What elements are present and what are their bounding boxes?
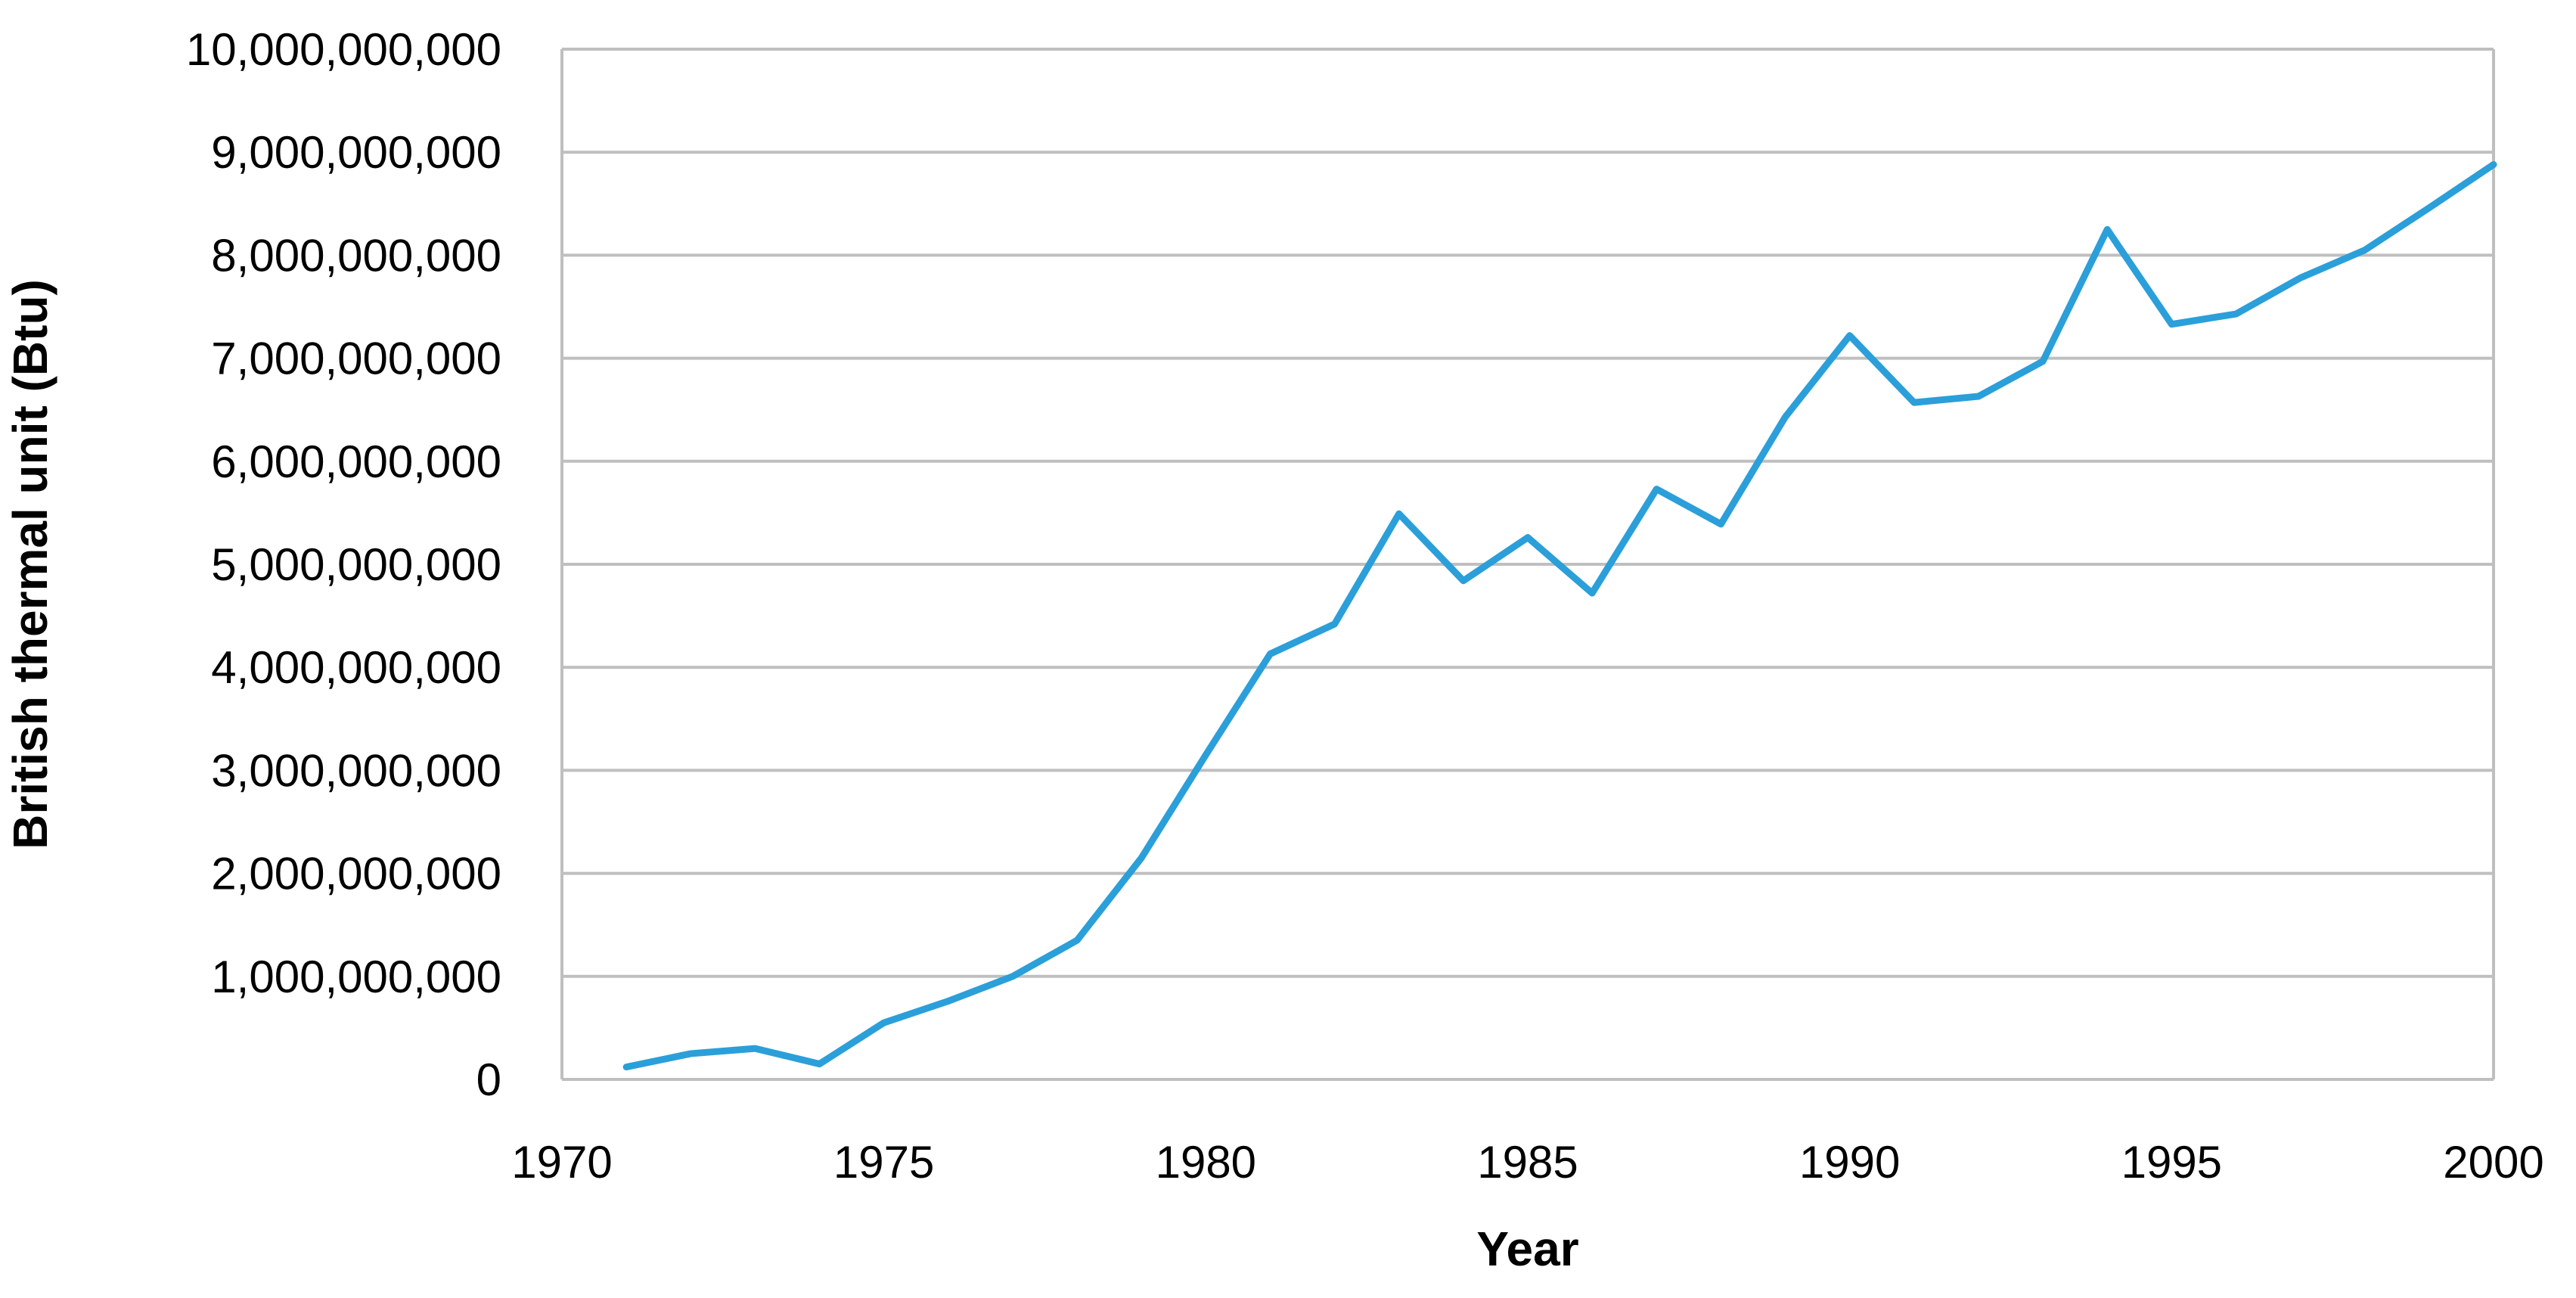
x-tick-label: 2000	[2443, 1137, 2543, 1188]
axes	[560, 49, 2495, 1081]
y-tick-label: 9,000,000,000	[211, 127, 501, 178]
series-line	[622, 161, 2497, 1071]
y-tick-label: 4,000,000,000	[211, 642, 501, 693]
x-tick-label: 1970	[511, 1137, 612, 1188]
y-tick-label: 1,000,000,000	[211, 952, 501, 1002]
x-tick-label: 1995	[2121, 1137, 2222, 1188]
y-axis-title: British thermal unit (Btu)	[3, 279, 57, 849]
x-tick-label: 1975	[833, 1137, 934, 1188]
y-tick-label: 8,000,000,000	[211, 230, 501, 281]
y-tick-label: 7,000,000,000	[211, 334, 501, 384]
x-tick-label: 1980	[1156, 1137, 1256, 1188]
gridlines	[562, 48, 2494, 978]
y-tick-label: 10,000,000,000	[186, 24, 501, 75]
x-tick-label: 1990	[1799, 1137, 1900, 1188]
y-tick-label: 2,000,000,000	[211, 849, 501, 899]
y-tick-label: 3,000,000,000	[211, 745, 501, 796]
x-tick-labels: 1970 1975 1980 1985 1990 1995 2000	[511, 1137, 2543, 1188]
y-tick-label: 0	[476, 1054, 501, 1105]
y-tick-label: 5,000,000,000	[211, 539, 501, 590]
x-axis-title: Year	[1476, 1222, 1578, 1276]
x-tick-label: 1985	[1477, 1137, 1578, 1188]
y-tick-label: 6,000,000,000	[211, 436, 501, 487]
series-group	[622, 161, 2497, 1071]
y-tick-labels: 0 1,000,000,000 2,000,000,000 3,000,000,000…	[186, 24, 501, 1105]
